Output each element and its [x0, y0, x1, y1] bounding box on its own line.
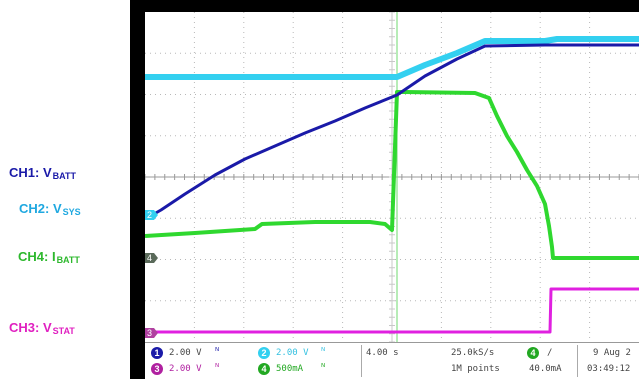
marker-ch2[interactable]: 2 — [145, 210, 158, 220]
trigger-level[interactable]: 40.0mA — [529, 364, 562, 374]
ch3-coupling-icon: ᴺ — [215, 363, 220, 373]
ch1-badge[interactable]: 1 — [151, 347, 163, 359]
status-bar: 1 2.00 V ᴺ 3 2.00 V ᴺ 2 2.00 V ᴺ 4 500mA… — [145, 342, 639, 379]
trace-ch3 — [145, 287, 639, 334]
sample-rate: 25.0kS/s — [451, 348, 495, 358]
legend-ch4-text: CH4: I — [18, 249, 56, 264]
ch1-coupling-icon: ᴺ — [215, 347, 220, 357]
ch2-scale[interactable]: 2.00 V — [276, 348, 309, 358]
legend-ch1-sub: BATT — [52, 171, 76, 181]
trace-ch2 — [145, 36, 639, 80]
marker-ch4[interactable]: 4 — [145, 253, 158, 263]
ch4-badge[interactable]: 4 — [258, 363, 270, 375]
divider-2 — [577, 345, 578, 377]
trace-ch1 — [146, 43, 639, 220]
marker-ch3[interactable]: 3 — [145, 328, 158, 338]
legend-ch2: CH2: VSYS — [19, 201, 81, 217]
date-readout: 9 Aug 2 — [593, 348, 631, 358]
marker-ch3-label: 3 — [147, 328, 152, 338]
ch3-badge[interactable]: 3 — [151, 363, 163, 375]
legend-ch4-sub: BATT — [56, 255, 80, 265]
ch4-coupling-icon: ᴺ — [321, 363, 326, 373]
legend-ch1: CH1: VBATT — [9, 165, 76, 181]
legend-ch2-text: CH2: V — [19, 201, 62, 216]
trace-ch4 — [145, 90, 639, 260]
trigger-source-badge[interactable]: 4 — [527, 347, 539, 359]
divider-1 — [361, 345, 362, 377]
legend-ch3: CH3: VSTAT — [9, 320, 75, 336]
ch1-scale[interactable]: 2.00 V — [169, 348, 202, 358]
legend-ch3-sub: STAT — [52, 326, 75, 336]
time-readout: 03:49:12 — [587, 364, 631, 374]
waveform-plot: 2 4 3 — [145, 12, 639, 342]
oscilloscope-frame: 2 4 3 1 2.00 V ᴺ 3 2.00 V ᴺ 2 2.00 V ᴺ 4… — [130, 0, 639, 379]
legend-ch2-sub: SYS — [62, 207, 81, 217]
trigger-slope-icon: / — [547, 348, 553, 358]
marker-ch2-label: 2 — [147, 210, 152, 220]
ch2-badge[interactable]: 2 — [258, 347, 270, 359]
waveform-screen: 2 4 3 — [145, 12, 639, 342]
ch2-coupling-icon: ᴺ — [321, 347, 326, 357]
ch3-scale[interactable]: 2.00 V — [169, 364, 202, 374]
legend-ch1-text: CH1: V — [9, 165, 52, 180]
record-length: 1M points — [451, 364, 500, 374]
timebase-readout[interactable]: 4.00 s — [366, 348, 399, 358]
marker-ch4-label: 4 — [147, 253, 152, 263]
legend-ch4: CH4: IBATT — [18, 249, 80, 265]
ch4-scale[interactable]: 500mA — [276, 364, 304, 374]
legend-ch3-text: CH3: V — [9, 320, 52, 335]
